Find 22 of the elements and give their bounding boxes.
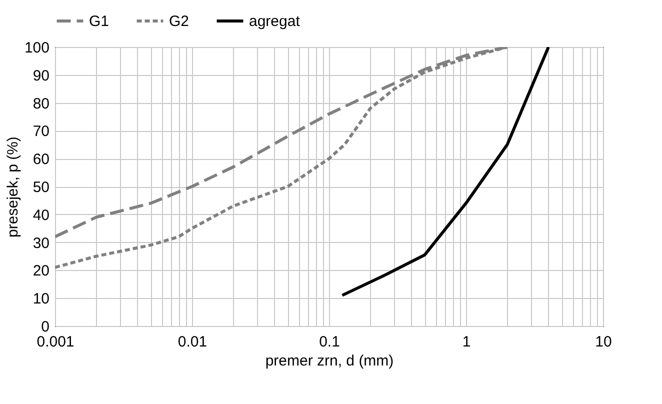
line-series <box>340 47 550 297</box>
x-tick-label: 0.01 <box>178 334 208 350</box>
x-tick-label: 1 <box>462 334 471 350</box>
y-tick-label: 40 <box>32 206 50 224</box>
y-axis-title: presejek, p (%) <box>4 136 22 238</box>
y-tick-label: 20 <box>32 262 50 280</box>
legend-label: G2 <box>169 13 190 30</box>
y-tick-label: 90 <box>32 67 50 84</box>
legend-label: G1 <box>89 13 110 30</box>
y-tick-label: 70 <box>32 123 50 140</box>
legend-label: agregat <box>249 13 301 30</box>
y-tick-label: 50 <box>32 179 50 196</box>
x-tick-label: 0.001 <box>36 334 74 350</box>
x-axis-title: premer zrn, d (mm) <box>265 352 394 370</box>
x-tick-label: 0.1 <box>319 334 340 350</box>
y-tick-label: 60 <box>32 151 50 168</box>
y-tick-label: 80 <box>32 95 50 112</box>
y-tick-label: 0 <box>41 318 50 336</box>
x-tick-label: 10 <box>595 334 612 350</box>
y-tick-label: 100 <box>24 40 50 56</box>
y-tick-label: 30 <box>32 234 50 252</box>
y-tick-label: 10 <box>32 290 50 308</box>
